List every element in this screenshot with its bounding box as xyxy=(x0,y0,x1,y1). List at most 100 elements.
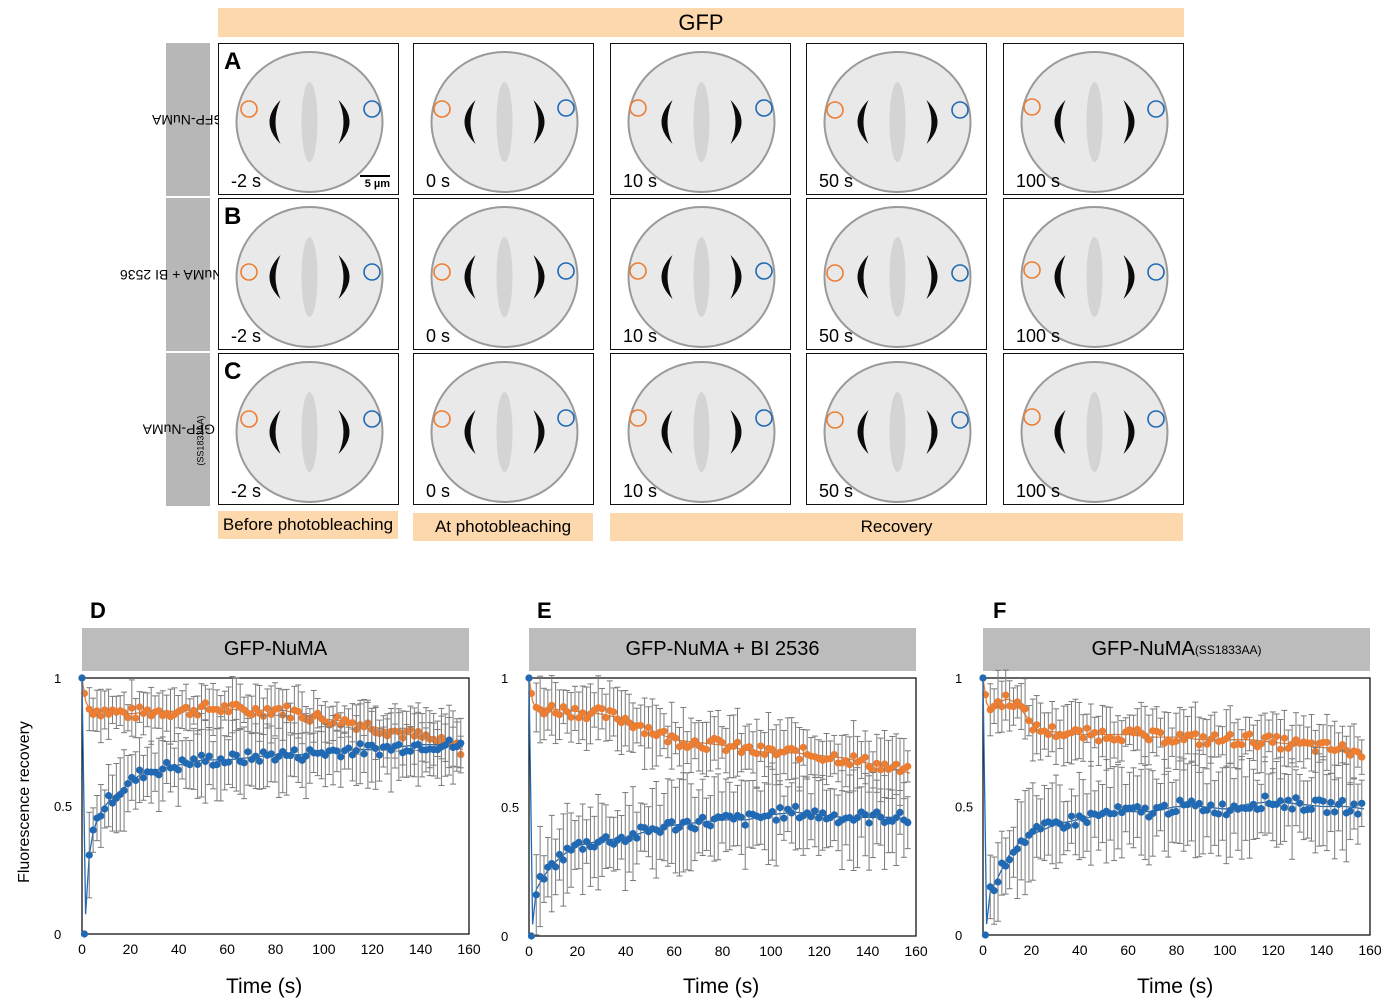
micrograph-a-5: 100 s xyxy=(1003,43,1184,195)
data-point xyxy=(555,850,564,859)
data-point xyxy=(998,703,1006,711)
data-point xyxy=(286,751,295,760)
orange-roi-circle xyxy=(826,411,844,429)
data-point xyxy=(159,765,167,773)
data-point xyxy=(120,708,128,717)
x-tick-label: 80 xyxy=(715,943,731,959)
data-point xyxy=(1257,740,1265,748)
data-point xyxy=(120,786,128,795)
data-point xyxy=(772,816,780,824)
spindle-midzone xyxy=(496,392,513,472)
data-point xyxy=(861,753,869,761)
data-point xyxy=(1354,748,1362,756)
orange-roi-circle xyxy=(433,100,451,118)
data-point xyxy=(240,759,248,767)
data-point xyxy=(445,736,453,744)
spindle-midzone xyxy=(889,392,906,472)
data-point xyxy=(861,811,869,819)
data-point xyxy=(1083,818,1091,827)
x-tick-label: 40 xyxy=(1072,942,1088,958)
x-tick-label: 140 xyxy=(409,941,433,957)
chart-f-title-band: GFP-NuMA (SS1833AA) xyxy=(983,628,1370,671)
data-point xyxy=(873,808,881,816)
data-point xyxy=(795,755,804,763)
data-point xyxy=(97,712,105,720)
data-point xyxy=(283,702,291,710)
data-point xyxy=(375,751,384,759)
right-spindle-pole xyxy=(926,410,938,454)
x-tick-label: 0 xyxy=(78,941,86,957)
time-label: 0 s xyxy=(426,171,451,191)
cell-image xyxy=(823,51,972,193)
phase-recovery-band: Recovery xyxy=(610,513,1183,541)
cell-image xyxy=(430,206,579,348)
data-point xyxy=(1203,806,1211,814)
data-point xyxy=(582,837,591,846)
data-point xyxy=(625,835,633,843)
data-point xyxy=(1269,738,1277,746)
cell-image xyxy=(1020,51,1169,193)
phase-before-label: Before photobleaching xyxy=(222,515,394,534)
scale-bar xyxy=(360,175,390,177)
data-point xyxy=(602,833,610,841)
right-spindle-pole xyxy=(730,410,742,454)
data-point xyxy=(807,813,815,821)
micrograph-c-1: C -2 s xyxy=(218,353,399,505)
spindle-midzone xyxy=(889,237,906,317)
data-point xyxy=(1176,730,1184,738)
x-tick-label: 140 xyxy=(856,943,880,959)
data-point xyxy=(1323,738,1331,746)
chart-d-x-axis-label: Time (s) xyxy=(226,975,303,998)
blue-roi-circle xyxy=(363,100,381,118)
x-tick-label: 140 xyxy=(1310,942,1334,958)
data-point xyxy=(80,930,89,938)
left-spindle-pole xyxy=(661,255,673,299)
blue-roi-circle xyxy=(557,262,575,280)
y-tick-label: 1 xyxy=(501,671,508,686)
data-point xyxy=(333,747,341,755)
data-point xyxy=(540,875,548,883)
blue-roi-circle xyxy=(363,263,381,281)
data-point xyxy=(571,704,579,712)
time-label: 10 s xyxy=(623,326,658,346)
orange-roi-circle xyxy=(433,410,451,428)
data-point xyxy=(981,931,990,939)
y-tick-label: 1 xyxy=(54,671,61,686)
left-spindle-pole xyxy=(661,410,673,454)
y-tick-label: 0 xyxy=(501,929,508,944)
data-point xyxy=(414,740,422,749)
phase-at-band: At photobleaching xyxy=(413,513,593,541)
data-point xyxy=(994,878,1002,886)
phase-recovery-label: Recovery xyxy=(860,517,933,536)
cell-image xyxy=(627,206,776,348)
data-point xyxy=(559,703,567,711)
data-point xyxy=(548,701,556,709)
data-point xyxy=(348,719,357,727)
data-point xyxy=(737,813,745,821)
data-point xyxy=(1354,810,1362,818)
row-label-b: GFP-NuMA + BI 2536 xyxy=(120,198,256,351)
data-point xyxy=(590,843,598,851)
blue-roi-circle xyxy=(951,264,969,282)
data-point xyxy=(85,705,93,713)
data-point xyxy=(791,802,800,811)
data-point xyxy=(1036,825,1045,833)
x-tick-label: 60 xyxy=(666,943,682,959)
data-point xyxy=(1098,727,1107,735)
time-label: 0 s xyxy=(426,326,451,346)
data-point xyxy=(1284,796,1292,804)
data-point xyxy=(132,714,140,722)
x-tick-label: 20 xyxy=(570,943,586,959)
data-point xyxy=(252,704,260,713)
data-point xyxy=(791,746,800,755)
data-point xyxy=(1257,804,1265,813)
data-point xyxy=(1141,804,1149,812)
data-point xyxy=(644,723,653,731)
right-spindle-pole xyxy=(1123,255,1135,299)
blue-roi-circle xyxy=(951,101,969,119)
data-point xyxy=(579,709,587,717)
time-label: 0 s xyxy=(426,481,451,501)
data-point xyxy=(641,730,649,738)
data-point xyxy=(124,714,132,722)
data-point xyxy=(1338,740,1347,749)
